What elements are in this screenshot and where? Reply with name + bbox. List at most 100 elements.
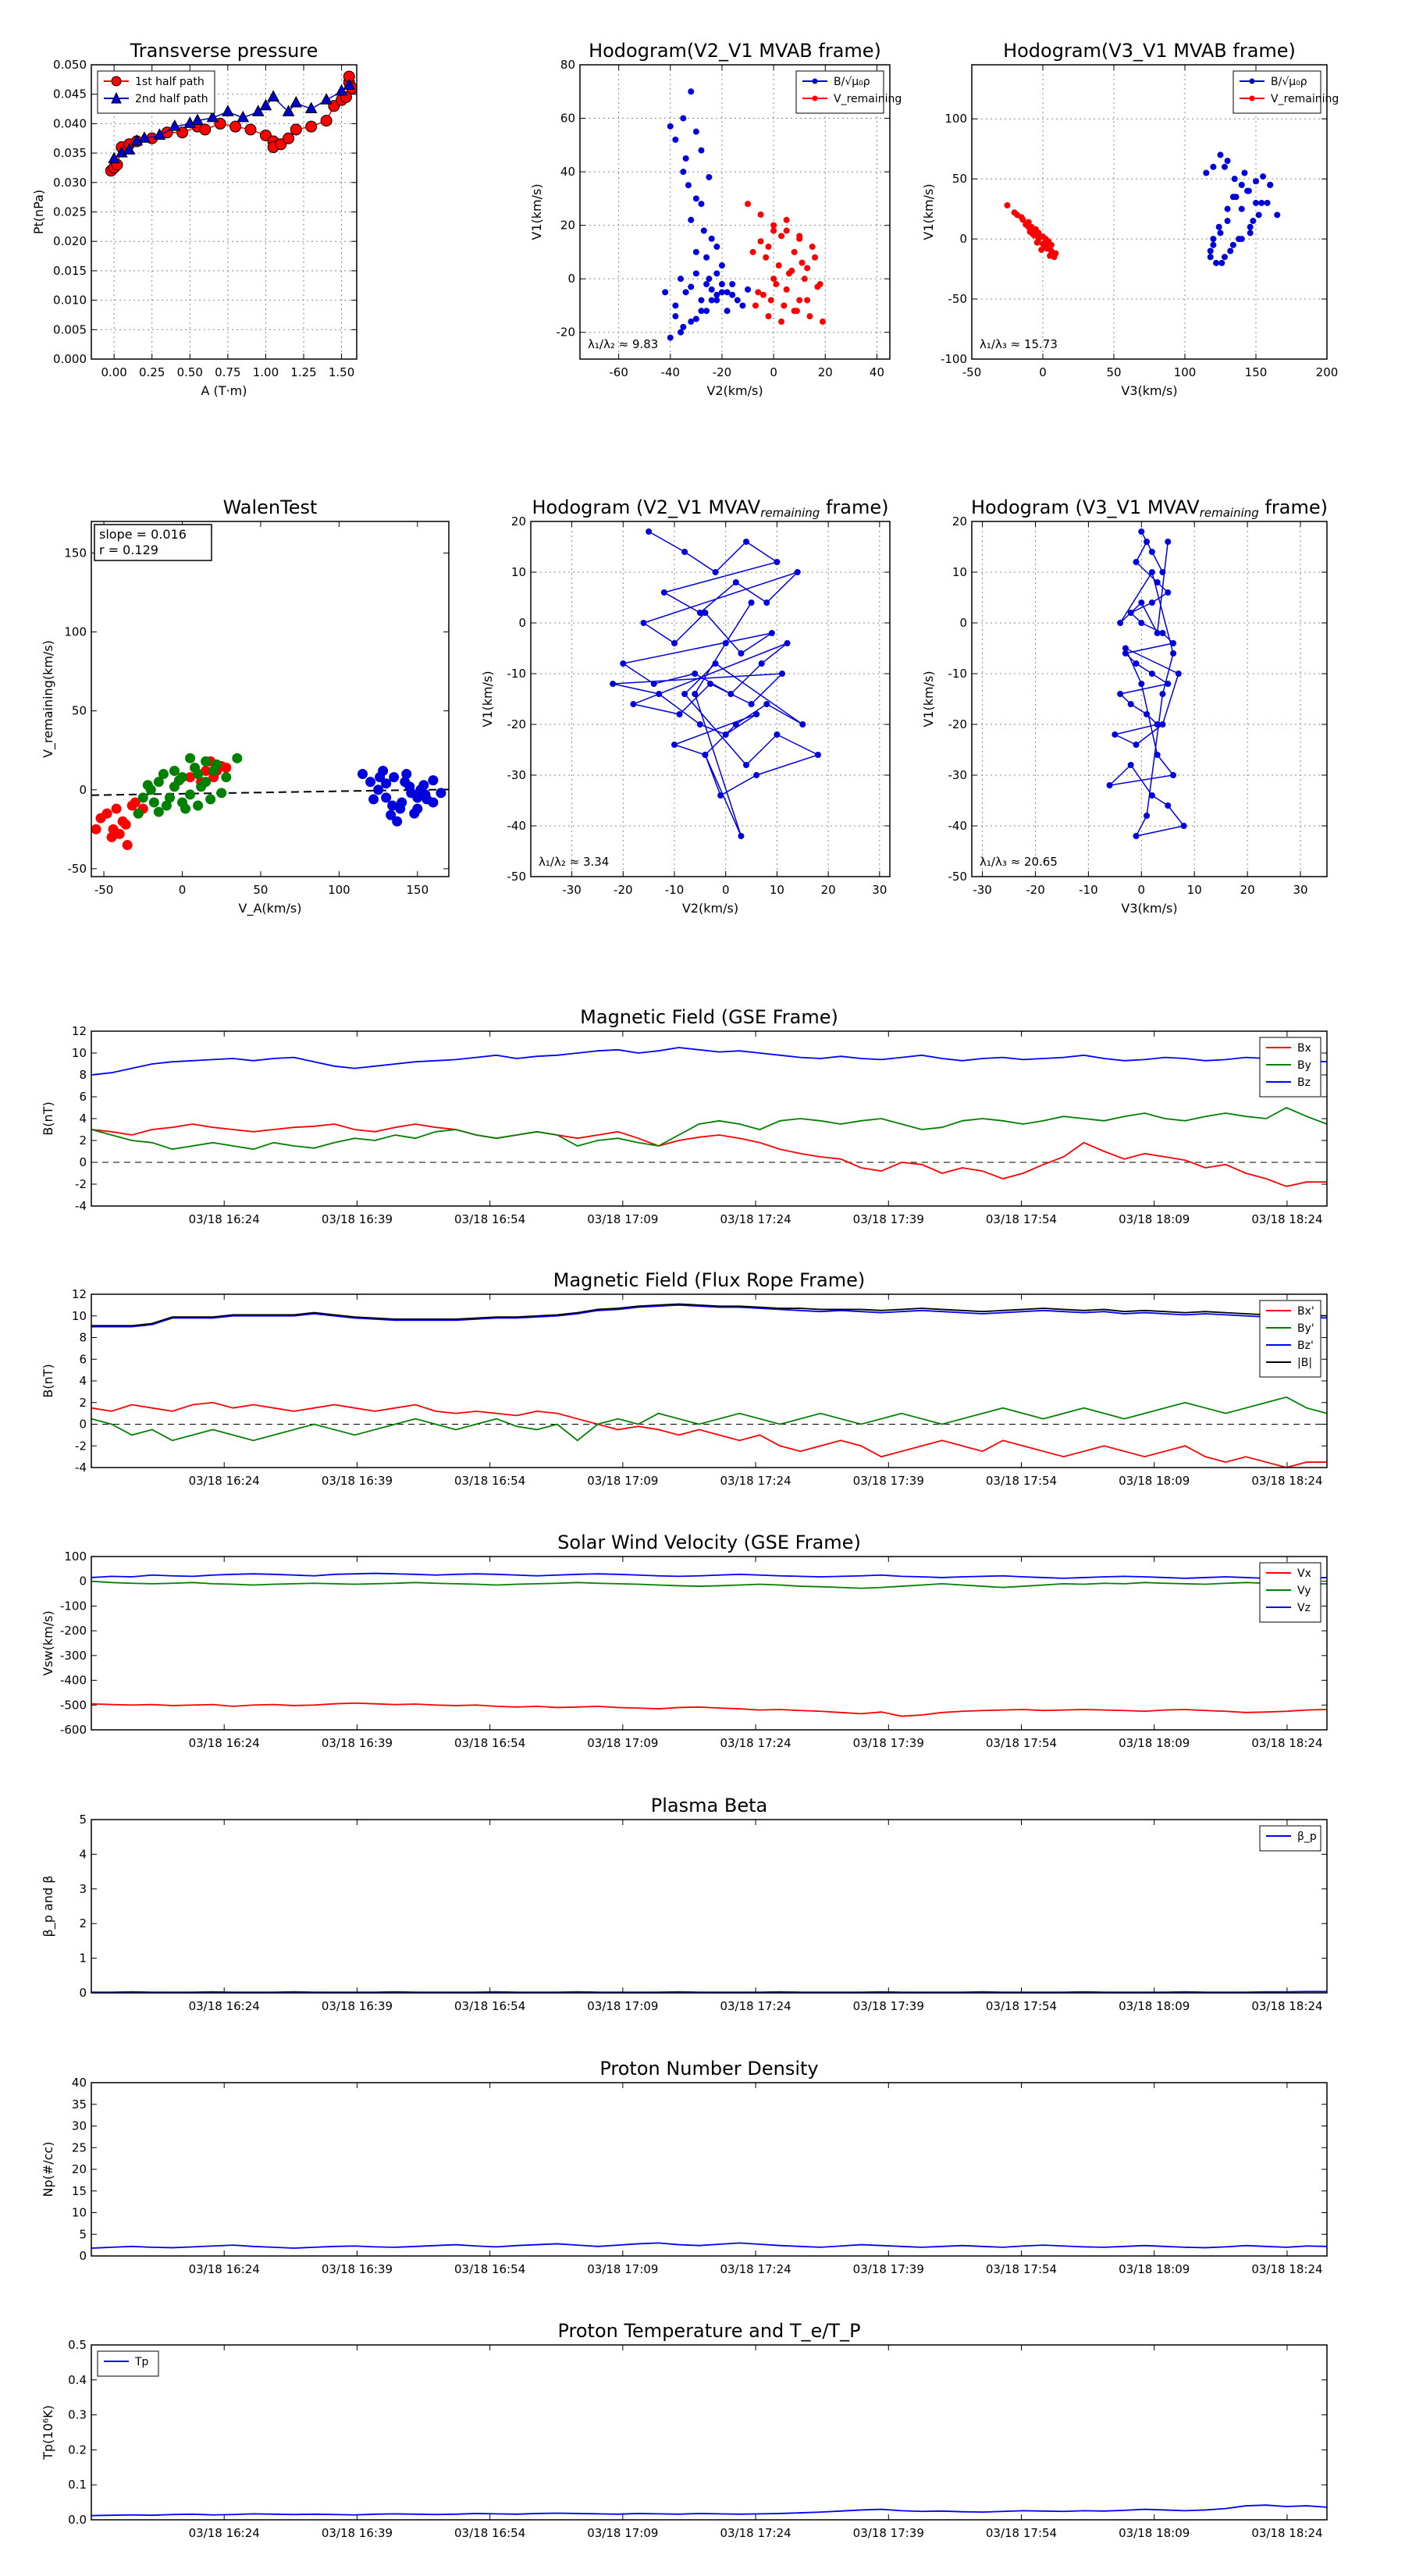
chart-title: Transverse pressure xyxy=(130,40,318,62)
data-point xyxy=(267,90,279,101)
data-point xyxy=(610,681,617,687)
y-tick-label: 0.2 xyxy=(68,2443,87,2457)
data-point xyxy=(692,248,699,255)
x-tick-label: 03/18 18:09 xyxy=(1119,2526,1190,2540)
y-tick-label: -50 xyxy=(507,870,527,884)
data-point xyxy=(676,711,683,717)
data-point xyxy=(153,777,164,788)
chart-annotation: λ₁/λ₃ ≈ 20.65 xyxy=(980,855,1058,869)
data-point xyxy=(796,297,803,304)
chart-solar-wind-velocity: Solar Wind Velocity (GSE Frame) 03/18 16:… xyxy=(41,1532,1328,1750)
y-tick-label: -50 xyxy=(948,292,968,306)
x-tick-label: -30 xyxy=(973,883,992,897)
plot-frame xyxy=(91,2082,1328,2257)
plot-frame xyxy=(91,1819,1328,1994)
x-tick-label: 20 xyxy=(821,883,836,897)
data-point xyxy=(681,691,688,697)
data-point xyxy=(1138,620,1145,626)
x-tick-label: -20 xyxy=(713,365,732,379)
y-tick-label: 10 xyxy=(952,565,967,579)
plot-frame xyxy=(579,64,891,360)
x-tick-label: 0 xyxy=(1039,365,1047,379)
chart-title: WalenTest xyxy=(223,496,318,518)
data-point xyxy=(1255,212,1262,219)
data-point xyxy=(779,671,785,677)
legend-label: Vy xyxy=(1297,1585,1311,1597)
y-tick-label: 10 xyxy=(72,1046,87,1060)
annotation-line: r = 0.129 xyxy=(99,543,158,557)
y-tick-label: 0 xyxy=(79,783,87,797)
data-point xyxy=(783,216,790,223)
data-point xyxy=(381,778,392,789)
chart-hodogram-v2-v1-mvav: Hodogram (V2_V1 MVAVremaining frame) -30 -… xyxy=(480,496,891,916)
x-tick-label: 03/18 16:54 xyxy=(454,1736,525,1750)
data-point xyxy=(183,116,197,128)
data-point xyxy=(373,785,384,795)
x-tick-label: 03/18 17:39 xyxy=(853,1999,924,2013)
data-point xyxy=(770,222,777,229)
plot-frame xyxy=(530,521,891,877)
y-tick-label: 50 xyxy=(952,172,967,186)
data-point xyxy=(765,313,772,320)
data-point xyxy=(662,289,669,296)
y-axis-label: Vsw(km/s) xyxy=(41,1610,55,1675)
data-point xyxy=(206,110,219,123)
x-tick-label: 03/18 17:54 xyxy=(986,1999,1057,2013)
y-tick-label: 20 xyxy=(511,514,526,528)
data-point xyxy=(1038,246,1045,253)
data-point xyxy=(1238,205,1245,212)
data-point xyxy=(712,569,719,575)
data-point xyxy=(1224,205,1231,212)
data-point xyxy=(763,600,770,606)
data-point xyxy=(1170,640,1177,646)
data-point xyxy=(1217,229,1224,237)
data-point xyxy=(732,721,739,728)
data-point xyxy=(1117,620,1124,626)
data-point xyxy=(1154,630,1161,636)
data-point xyxy=(1244,187,1251,194)
data-point xyxy=(1210,241,1217,248)
data-point xyxy=(305,120,318,133)
data-point xyxy=(680,323,687,330)
data-point xyxy=(130,797,140,808)
data-point xyxy=(688,318,695,326)
y-tick-label: 2 xyxy=(79,1916,87,1930)
data-point xyxy=(1165,802,1172,809)
data-point xyxy=(1148,671,1155,677)
data-point xyxy=(1210,163,1217,170)
x-tick-label: 03/18 17:39 xyxy=(853,1474,924,1488)
y-axis-label: V1(km/s) xyxy=(921,671,936,727)
data-point xyxy=(1260,173,1267,180)
data-point xyxy=(783,227,790,234)
x-tick-label: 03/18 17:39 xyxy=(853,1736,924,1750)
x-tick-label: -50 xyxy=(94,883,114,897)
data-point xyxy=(755,289,762,296)
data-point xyxy=(734,297,741,304)
y-tick-label: 0.020 xyxy=(53,234,87,248)
x-tick-label: 03/18 17:24 xyxy=(720,1474,791,1488)
data-point xyxy=(1247,223,1254,230)
y-axis-label: V1(km/s) xyxy=(921,183,936,240)
y-tick-label: 20 xyxy=(560,219,575,233)
data-point xyxy=(680,115,687,122)
x-tick-label: 03/18 16:24 xyxy=(189,1212,260,1226)
data-point xyxy=(304,101,318,114)
y-tick-label: 10 xyxy=(72,2206,87,2220)
data-point xyxy=(783,286,790,293)
plot-area xyxy=(91,1572,1327,1717)
chart-title: Solar Wind Velocity (GSE Frame) xyxy=(557,1532,861,1553)
data-point xyxy=(809,244,816,251)
legend-label: 2nd half path xyxy=(135,93,208,105)
data-point xyxy=(229,120,242,133)
data-point xyxy=(1112,731,1119,738)
data-point xyxy=(759,291,767,298)
data-point xyxy=(745,286,752,293)
data-point xyxy=(1165,589,1172,596)
x-tick-label: 03/18 16:54 xyxy=(454,1212,525,1226)
x-tick-label: 150 xyxy=(1245,365,1268,379)
data-point xyxy=(1247,229,1254,237)
data-point xyxy=(717,792,724,799)
x-tick-label: 30 xyxy=(872,883,887,897)
chart-title: Plasma Beta xyxy=(651,1795,767,1816)
y-tick-label: 0.030 xyxy=(53,176,87,190)
